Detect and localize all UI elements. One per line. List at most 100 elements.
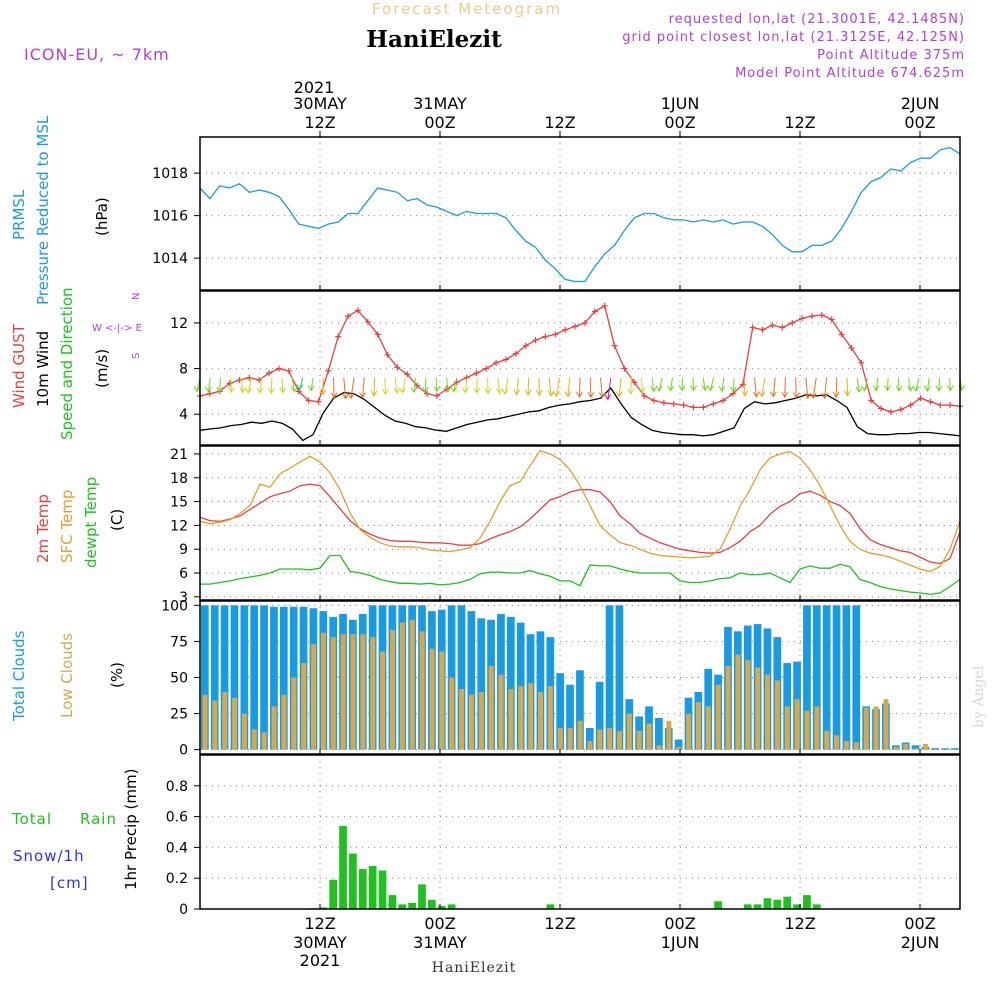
low-cloud-bar <box>399 622 405 750</box>
gust-marker <box>808 313 815 320</box>
y-tick-label: 18 <box>170 471 188 487</box>
gust-marker <box>927 398 934 405</box>
wind-10m-label: 10m Wind <box>34 331 52 407</box>
wind-direction-arrow <box>421 377 429 393</box>
top-hour-label: 12Z <box>304 113 335 132</box>
low-clouds-label: Low Clouds <box>58 633 76 718</box>
wind-direction-arrow <box>256 377 264 394</box>
wind-direction-arrow <box>382 377 389 396</box>
rain-bar <box>398 904 407 909</box>
wind-direction-arrow <box>655 377 663 392</box>
gust-marker <box>542 333 549 340</box>
low-cloud-bar <box>863 707 869 750</box>
low-cloud-bar <box>923 743 928 750</box>
wind-direction-arrow <box>342 377 350 400</box>
low-cloud-bar <box>774 680 780 750</box>
gust-marker <box>335 333 342 340</box>
low-cloud-bar <box>449 677 455 750</box>
point-altitude: Point Altitude 375m <box>817 48 965 63</box>
wind-direction-arrow <box>758 377 766 398</box>
series-line-10m-wind <box>199 386 961 442</box>
total-cloud-bar <box>585 728 594 750</box>
rain-bar <box>763 898 772 909</box>
total-cloud-bar <box>457 605 466 750</box>
wind-direction-arrow <box>347 377 355 400</box>
low-cloud-bar <box>893 746 899 750</box>
low-cloud-bar <box>597 729 603 750</box>
gust-marker <box>887 408 894 415</box>
wind-direction-arrow <box>444 377 452 393</box>
wind-direction-arrow <box>615 377 623 398</box>
y-tick-label: 21 <box>170 447 188 463</box>
rain-bar <box>349 853 357 909</box>
low-cloud-bar <box>735 654 741 750</box>
wind-direction-arrow <box>279 377 287 394</box>
gust-marker <box>651 397 658 404</box>
dewpt-label: dewpt Temp <box>82 477 100 568</box>
low-cloud-bar <box>824 730 830 750</box>
wind-direction-arrow <box>193 377 201 393</box>
low-cloud-bar <box>755 667 761 750</box>
wind-direction-arrow <box>678 377 686 392</box>
low-cloud-bar <box>794 699 800 750</box>
low-cloud-bar <box>202 694 208 750</box>
gust-marker <box>364 318 371 325</box>
low-cloud-bar <box>745 660 751 750</box>
low-cloud-bar <box>696 702 701 750</box>
top-year-label: 2021 <box>294 78 335 97</box>
wind-direction-arrow <box>730 377 737 393</box>
low-cloud-bar <box>636 730 642 750</box>
gust-marker <box>246 374 253 381</box>
low-cloud-bar <box>577 720 583 750</box>
y-tick-label: 3 <box>179 590 188 606</box>
low-cloud-bar <box>498 674 504 750</box>
low-cloud-bar <box>765 674 771 750</box>
low-cloud-bar <box>725 665 731 750</box>
product-title: Forecast Meteogram <box>372 0 562 18</box>
total-cloud-bar <box>240 605 249 750</box>
rain-bar <box>418 884 426 909</box>
wind-direction-arrow <box>536 377 543 397</box>
panel-pressure: 1014 1016 1018 <box>152 136 961 291</box>
low-cloud-bar <box>844 741 849 750</box>
wind-direction-arrow <box>690 377 698 392</box>
wind-direction-arrow <box>501 377 509 396</box>
wind-direction-arrow <box>319 377 327 396</box>
wind-direction-arrow <box>410 377 418 394</box>
wind-direction-arrow <box>923 377 931 392</box>
gust-marker <box>601 302 608 309</box>
y-tick-label: 6 <box>179 566 188 582</box>
rain-bar <box>358 868 367 909</box>
low-cloud-bar <box>626 713 632 750</box>
total-cloud-bar <box>201 605 209 750</box>
total-cloud-bar <box>941 748 949 750</box>
wind-direction-arrow <box>553 377 560 398</box>
low-cloud-bar <box>646 723 652 750</box>
low-cloud-bar <box>913 748 919 750</box>
wind-direction-arrow <box>267 377 275 395</box>
cloud-unit: (%) <box>108 662 126 688</box>
bottom-date-label: 2JUN <box>901 933 940 952</box>
wind-direction-arrow <box>638 377 646 394</box>
gust-marker <box>868 397 875 404</box>
total-cloud-bar <box>655 717 663 750</box>
gust-marker <box>572 323 579 330</box>
wind-direction-arrow <box>907 377 914 392</box>
total-cloud-bar <box>803 605 811 750</box>
rain-bar <box>714 901 722 909</box>
y-tick-label: 0.6 <box>166 810 188 826</box>
y-tick-label: 1016 <box>152 209 188 225</box>
low-cloud-bar <box>518 686 524 750</box>
temp-unit: (C) <box>108 509 126 531</box>
wind-direction-arrow <box>872 377 880 392</box>
rain-bar <box>447 904 456 909</box>
bottom-hour-label: 12Z <box>304 914 335 933</box>
precip-panel-labels: Total Rain Snow/1h [cm] 1hr Precip (mm) <box>11 769 140 892</box>
low-cloud-bar <box>291 677 297 750</box>
gust-marker <box>315 398 322 405</box>
wind-direction-arrow <box>804 377 812 400</box>
wind-panel-labels: Wind GUST 10m Wind Speed and Direction (… <box>10 287 142 440</box>
low-cloud-bar <box>715 684 721 750</box>
snow-label: Snow/1h <box>13 847 85 865</box>
